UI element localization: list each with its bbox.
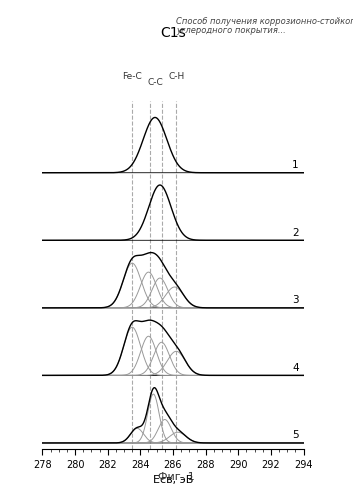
Text: 1: 1 bbox=[292, 160, 299, 170]
X-axis label: Есв, эВ: Есв, эВ bbox=[153, 475, 193, 485]
Text: 2: 2 bbox=[292, 228, 299, 238]
Text: углеродного покрытия...: углеродного покрытия... bbox=[176, 26, 286, 35]
Text: C-H: C-H bbox=[168, 72, 184, 81]
Text: C-C: C-C bbox=[148, 78, 164, 87]
Text: 4: 4 bbox=[292, 363, 299, 373]
Text: 5: 5 bbox=[292, 430, 299, 440]
Text: 3: 3 bbox=[292, 295, 299, 305]
Text: Fe-C: Fe-C bbox=[122, 72, 142, 81]
Text: Способ получения коррозионно-стойкого: Способ получения коррозионно-стойкого bbox=[176, 17, 353, 26]
Title: C1s: C1s bbox=[160, 26, 186, 40]
Text: Фиг. 1: Фиг. 1 bbox=[158, 472, 195, 482]
